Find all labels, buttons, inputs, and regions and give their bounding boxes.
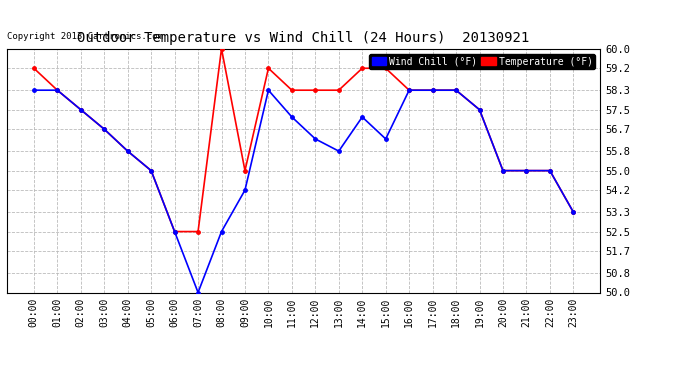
Text: Copyright 2013 Cartronics.com: Copyright 2013 Cartronics.com bbox=[7, 32, 163, 41]
Title: Outdoor Temperature vs Wind Chill (24 Hours)  20130921: Outdoor Temperature vs Wind Chill (24 Ho… bbox=[77, 31, 530, 45]
Legend: Wind Chill (°F), Temperature (°F): Wind Chill (°F), Temperature (°F) bbox=[368, 54, 595, 69]
